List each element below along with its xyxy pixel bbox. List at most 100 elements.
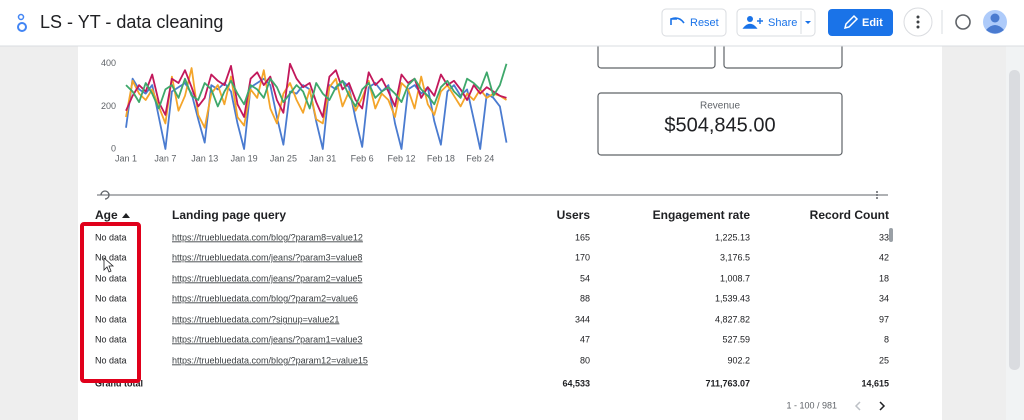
- table-cell: 33: [879, 232, 889, 242]
- table-cell: 344: [575, 314, 590, 324]
- scorecard-label: Revenue: [700, 101, 740, 112]
- x-tick-label: Jan 25: [270, 153, 297, 163]
- table-cell: 527.59: [722, 334, 750, 344]
- cursor: [103, 257, 115, 273]
- more-dot: [916, 25, 920, 29]
- table-cell: 80: [580, 355, 590, 365]
- column-header[interactable]: Engagement rate: [653, 208, 751, 222]
- table-cell: 47: [580, 334, 590, 344]
- share-icon: [747, 16, 753, 22]
- time-series-chart: 0 200 400 Jan 1 Jan 7 Jan 13 Jan 19 Jan 25 Jan 3…: [101, 58, 508, 163]
- table-cell: 34: [879, 293, 889, 303]
- table-link[interactable]: https://truebluedata.com/blog/?param12=v…: [172, 355, 368, 365]
- more-dot: [916, 20, 920, 24]
- table-cell: No data: [95, 334, 127, 344]
- reset-icon: [670, 17, 685, 25]
- table-cell: 97: [879, 314, 889, 324]
- table-cell: 1,008.7: [720, 273, 750, 283]
- logo[interactable]: [17, 22, 27, 32]
- table-link[interactable]: https://truebluedata.com/?signup=value21: [172, 314, 339, 324]
- table-cell: 8: [884, 334, 889, 344]
- table-cell: 1,225.13: [715, 232, 750, 242]
- edit-label: Edit: [862, 17, 883, 29]
- series-line: [125, 62, 507, 118]
- table-link[interactable]: https://truebluedata.com/jeans/?param1=v…: [172, 334, 362, 344]
- menu-dot[interactable]: [876, 191, 878, 193]
- help-button[interactable]: [955, 14, 971, 30]
- table-cell: 1,539.43: [715, 293, 750, 303]
- y-tick-label: 400: [101, 58, 116, 68]
- next-page[interactable]: [879, 401, 886, 411]
- header: LS - YT - data cleaning Reset Share Edit: [0, 0, 1024, 47]
- pagination-label: 1 - 100 / 981: [786, 400, 837, 410]
- table-link[interactable]: https://truebluedata.com/blog/?param8=va…: [172, 232, 363, 242]
- series-line: [125, 67, 507, 129]
- table-cell: 4,827.82: [715, 314, 750, 324]
- share-dropdown[interactable]: [805, 21, 811, 24]
- table-cell: 25: [879, 355, 889, 365]
- total-cell: 64,533: [562, 378, 590, 388]
- table-cell: No data: [95, 232, 127, 242]
- column-header[interactable]: Age: [95, 208, 118, 222]
- table-cell: No data: [95, 314, 127, 324]
- y-tick-label: 0: [111, 143, 116, 153]
- more-dot: [916, 15, 920, 19]
- menu-dot: [876, 194, 878, 196]
- share-label: Share: [768, 17, 797, 29]
- total-cell: Grand total: [95, 378, 143, 388]
- total-cell: 711,763.07: [705, 378, 750, 388]
- x-tick-label: Jan 1: [115, 153, 137, 163]
- table-cell: 165: [575, 232, 590, 242]
- page-scrollbar-thumb[interactable]: [1009, 70, 1020, 370]
- column-header[interactable]: Landing page query: [172, 208, 286, 222]
- table-cell: No data: [95, 293, 127, 303]
- logo: [17, 13, 25, 21]
- column-header[interactable]: Users: [557, 208, 591, 222]
- x-tick-label: Feb 6: [351, 153, 374, 163]
- table-cell: 42: [879, 252, 889, 262]
- prev-page[interactable]: [854, 401, 861, 411]
- x-tick-label: Jan 31: [309, 153, 336, 163]
- column-header[interactable]: Record Count: [810, 208, 889, 222]
- x-tick-label: Feb 18: [427, 153, 455, 163]
- y-tick-label: 200: [101, 101, 116, 111]
- reset-label: Reset: [690, 17, 719, 29]
- table-cell: No data: [95, 355, 127, 365]
- report-canvas: [78, 0, 942, 420]
- table-link[interactable]: https://truebluedata.com/jeans/?param2=v…: [172, 273, 362, 283]
- x-tick-label: Jan 19: [231, 153, 258, 163]
- share-button[interactable]: [736, 8, 816, 37]
- highlight-box: [80, 222, 141, 383]
- table-link[interactable]: https://truebluedata.com/jeans/?param3=v…: [172, 252, 362, 262]
- edit-icon: [843, 14, 859, 30]
- table-cell: 18: [879, 273, 889, 283]
- scorecard-value: $504,845.00: [664, 114, 775, 136]
- x-tick-label: Jan 13: [191, 153, 218, 163]
- table-cell: 170: [575, 252, 590, 262]
- reset-button[interactable]: [661, 8, 727, 37]
- reset-icon[interactable]: [100, 190, 110, 200]
- share-icon: [742, 18, 763, 29]
- series-line: [125, 63, 508, 110]
- table-cell: 902.2: [727, 355, 750, 365]
- x-tick-label: Jan 7: [154, 153, 176, 163]
- table-cell: 54: [580, 273, 590, 283]
- table-cell: 88: [580, 293, 590, 303]
- total-cell: 14,615: [861, 378, 889, 388]
- avatar-head: [990, 13, 1000, 23]
- edit-button[interactable]: [828, 9, 893, 36]
- scorecard: [597, 92, 843, 156]
- table-scrollbar: [889, 228, 893, 242]
- avatar-body: [986, 25, 1004, 34]
- table-cell: No data: [95, 252, 127, 262]
- sort-arrow[interactable]: [122, 213, 130, 218]
- table-link[interactable]: https://truebluedata.com/blog/?param2=va…: [172, 293, 358, 303]
- report-title[interactable]: LS - YT - data cleaning: [40, 12, 223, 32]
- menu-dot: [876, 197, 878, 199]
- table-cell: No data: [95, 273, 127, 283]
- table-cell: 3,176.5: [720, 252, 750, 262]
- x-tick-label: Feb 12: [388, 153, 416, 163]
- x-tick-label: Feb 24: [466, 153, 494, 163]
